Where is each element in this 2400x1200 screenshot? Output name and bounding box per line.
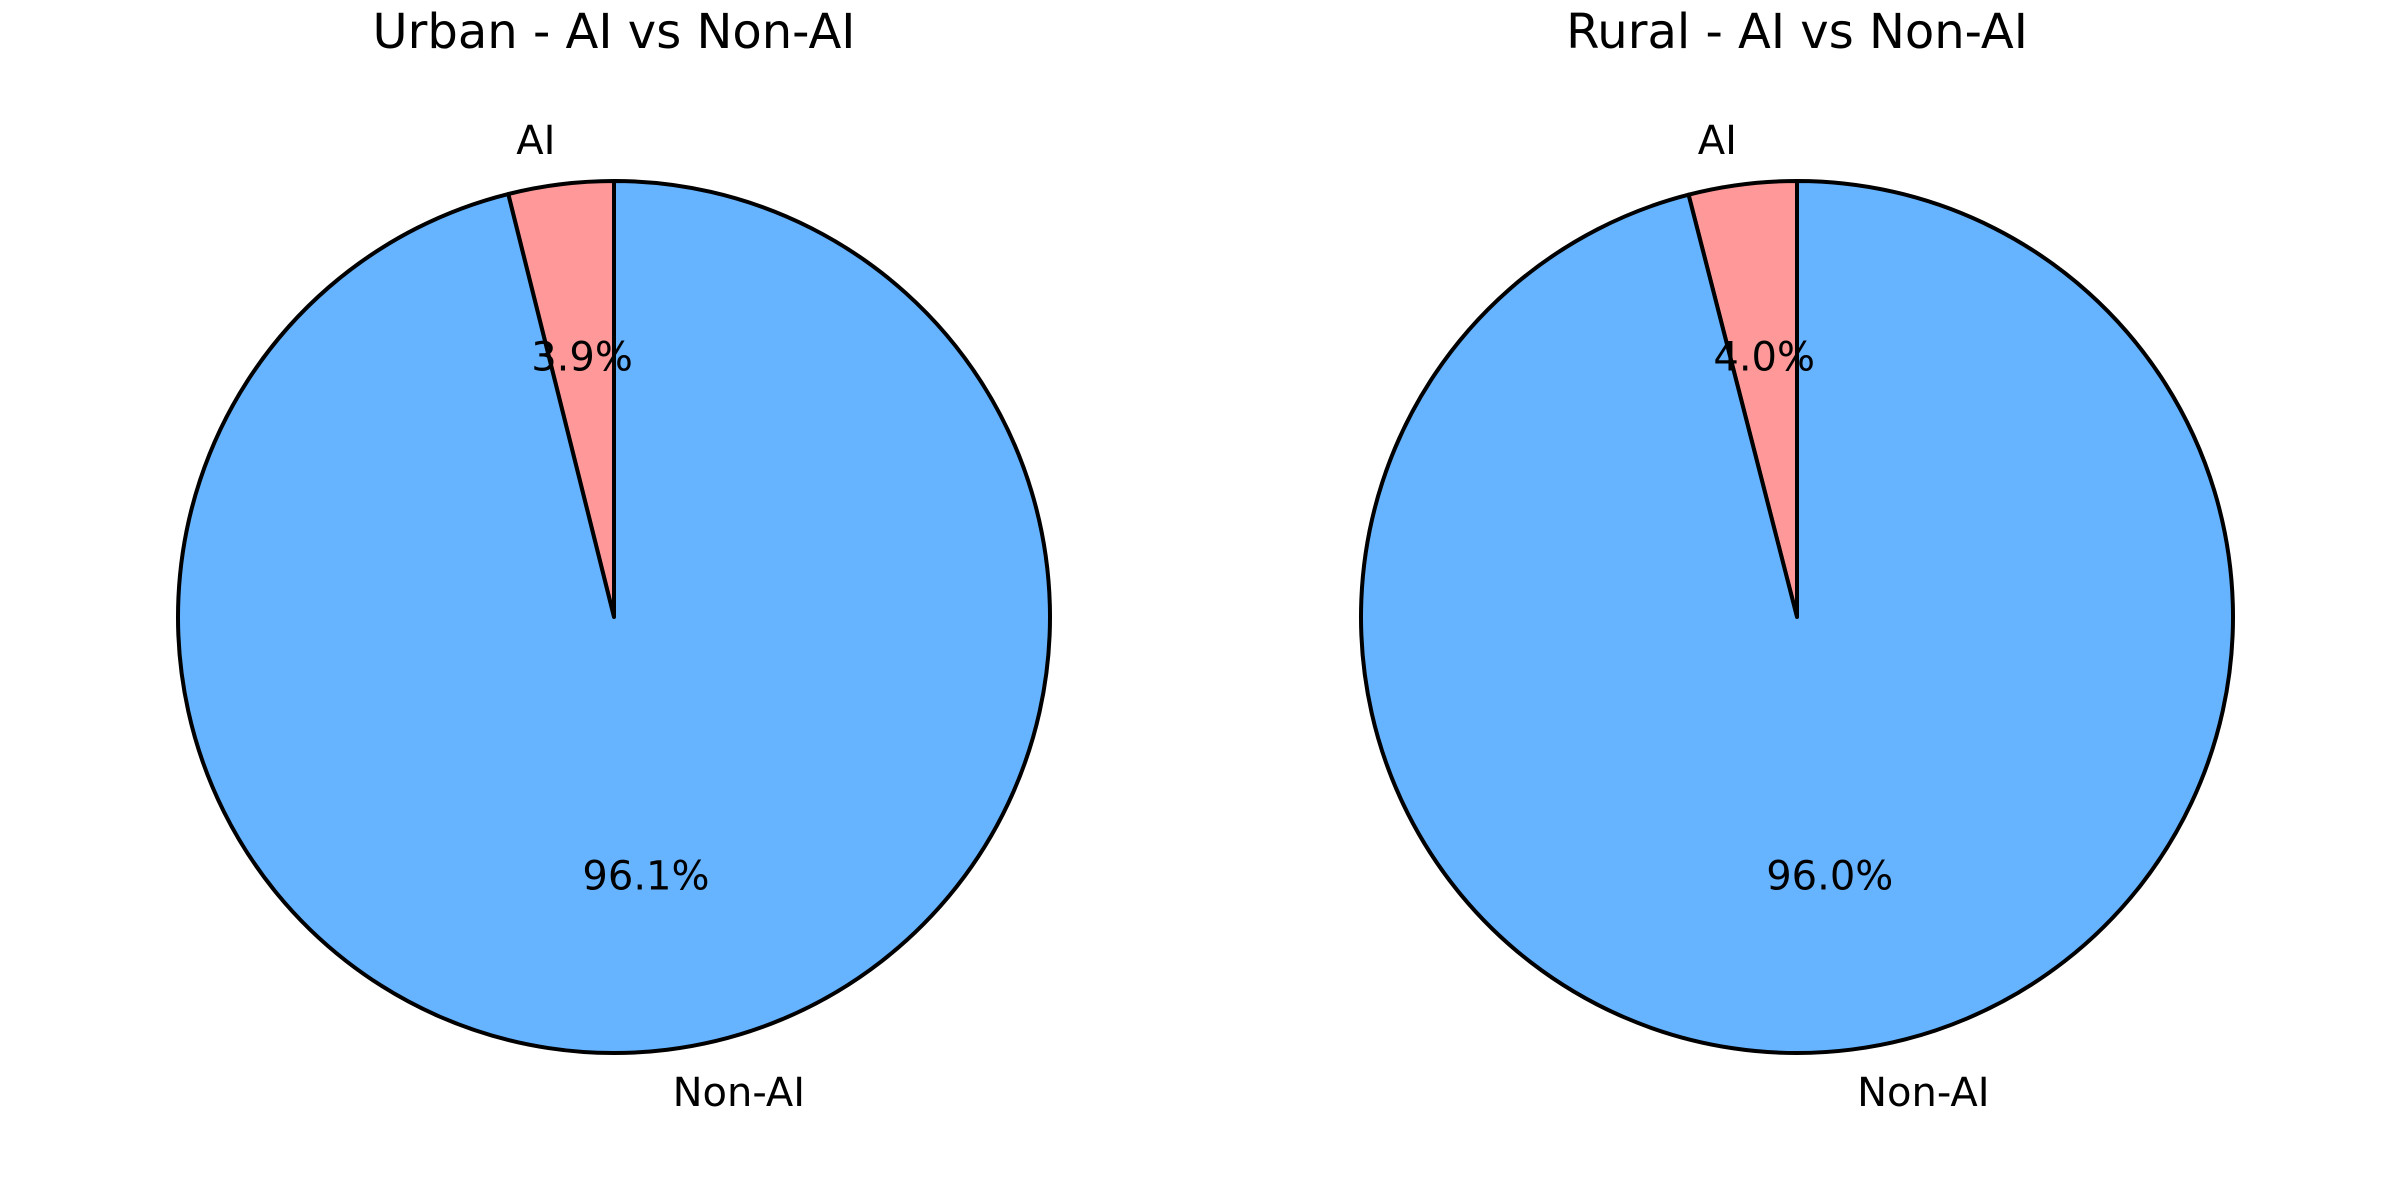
rural-pct-label-ai: 4.0% bbox=[1713, 334, 1815, 380]
rural-slice-label-ai: AI bbox=[1698, 118, 1737, 164]
urban-slice-label-ai: AI bbox=[516, 118, 555, 164]
rural-pct-label-non-ai: 96.0% bbox=[1766, 854, 1893, 900]
urban-pct-label-ai: 3.9% bbox=[531, 334, 633, 380]
urban-slice-label-non-ai: Non-AI bbox=[673, 1070, 805, 1116]
urban-chart-title: Urban - AI vs Non-AI bbox=[373, 4, 856, 60]
rural-chart-title: Rural - AI vs Non-AI bbox=[1566, 4, 2028, 60]
rural-slice-non-ai bbox=[1359, 179, 2235, 1055]
urban-slices bbox=[176, 179, 1052, 1055]
urban-pct-label-non-ai: 96.1% bbox=[582, 854, 709, 900]
rural-pie-chart: Rural - AI vs Non-AI AI Non-AI 4.0% 96.0… bbox=[1359, 4, 2235, 1116]
urban-slice-non-ai bbox=[176, 179, 1052, 1055]
rural-slice-label-non-ai: Non-AI bbox=[1857, 1070, 1989, 1116]
urban-pie-chart: Urban - AI vs Non-AI AI Non-AI 3.9% 96.1… bbox=[176, 4, 1052, 1116]
rural-slices bbox=[1359, 179, 2235, 1055]
